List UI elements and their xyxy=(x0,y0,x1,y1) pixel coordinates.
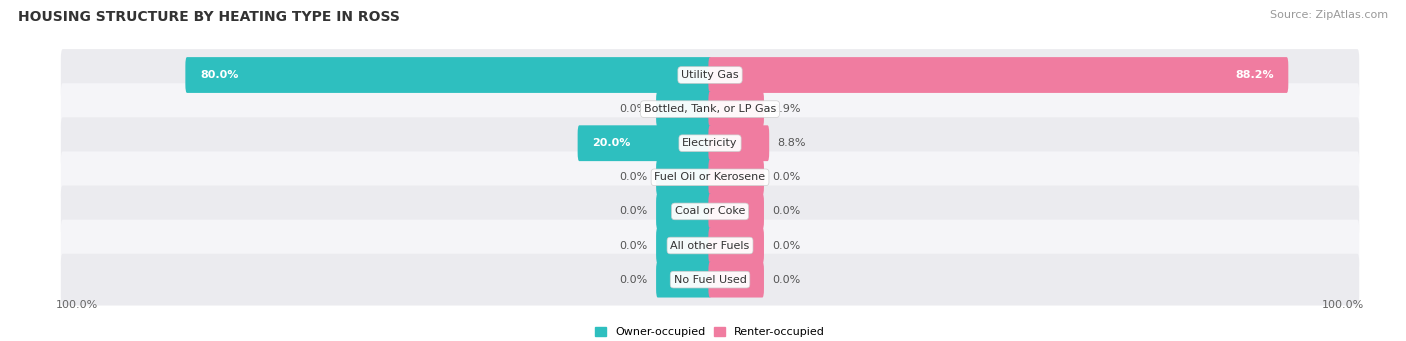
Text: 0.0%: 0.0% xyxy=(772,240,800,251)
Text: Coal or Coke: Coal or Coke xyxy=(675,206,745,217)
FancyBboxPatch shape xyxy=(709,159,763,195)
Text: Bottled, Tank, or LP Gas: Bottled, Tank, or LP Gas xyxy=(644,104,776,114)
FancyBboxPatch shape xyxy=(709,228,763,263)
FancyBboxPatch shape xyxy=(709,262,763,297)
Text: 0.0%: 0.0% xyxy=(620,275,648,285)
FancyBboxPatch shape xyxy=(60,83,1360,135)
Text: 2.9%: 2.9% xyxy=(772,104,800,114)
FancyBboxPatch shape xyxy=(60,49,1360,101)
Text: 0.0%: 0.0% xyxy=(620,206,648,217)
FancyBboxPatch shape xyxy=(709,91,763,127)
Legend: Owner-occupied, Renter-occupied: Owner-occupied, Renter-occupied xyxy=(595,327,825,337)
FancyBboxPatch shape xyxy=(60,117,1360,169)
FancyBboxPatch shape xyxy=(709,125,769,161)
Text: 0.0%: 0.0% xyxy=(620,172,648,182)
FancyBboxPatch shape xyxy=(657,228,711,263)
FancyBboxPatch shape xyxy=(60,254,1360,306)
FancyBboxPatch shape xyxy=(578,125,711,161)
Text: 0.0%: 0.0% xyxy=(772,206,800,217)
Text: 80.0%: 80.0% xyxy=(200,70,239,80)
FancyBboxPatch shape xyxy=(60,186,1360,237)
Text: 8.8%: 8.8% xyxy=(778,138,806,148)
Text: 100.0%: 100.0% xyxy=(56,300,98,310)
Text: 20.0%: 20.0% xyxy=(592,138,631,148)
Text: Utility Gas: Utility Gas xyxy=(682,70,738,80)
FancyBboxPatch shape xyxy=(657,193,711,229)
FancyBboxPatch shape xyxy=(709,57,1288,93)
Text: All other Fuels: All other Fuels xyxy=(671,240,749,251)
Text: 0.0%: 0.0% xyxy=(620,240,648,251)
Text: Source: ZipAtlas.com: Source: ZipAtlas.com xyxy=(1270,10,1388,20)
FancyBboxPatch shape xyxy=(60,151,1360,203)
Text: No Fuel Used: No Fuel Used xyxy=(673,275,747,285)
Text: 0.0%: 0.0% xyxy=(772,172,800,182)
Text: Electricity: Electricity xyxy=(682,138,738,148)
FancyBboxPatch shape xyxy=(657,159,711,195)
Text: 88.2%: 88.2% xyxy=(1234,70,1274,80)
FancyBboxPatch shape xyxy=(186,57,711,93)
Text: 100.0%: 100.0% xyxy=(1322,300,1364,310)
FancyBboxPatch shape xyxy=(657,262,711,297)
FancyBboxPatch shape xyxy=(709,193,763,229)
FancyBboxPatch shape xyxy=(657,91,711,127)
Text: Fuel Oil or Kerosene: Fuel Oil or Kerosene xyxy=(654,172,766,182)
Text: 0.0%: 0.0% xyxy=(620,104,648,114)
Text: HOUSING STRUCTURE BY HEATING TYPE IN ROSS: HOUSING STRUCTURE BY HEATING TYPE IN ROS… xyxy=(18,10,401,24)
FancyBboxPatch shape xyxy=(60,220,1360,271)
Text: 0.0%: 0.0% xyxy=(772,275,800,285)
